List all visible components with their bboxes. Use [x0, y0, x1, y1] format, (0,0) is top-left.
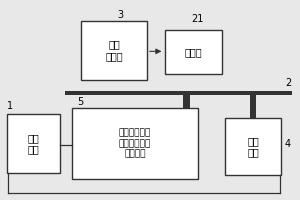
Bar — [165, 30, 222, 74]
Text: 4: 4 — [284, 139, 290, 149]
Text: 21: 21 — [192, 14, 204, 24]
Bar — [65, 91, 292, 95]
Text: 存储
设备: 存储 设备 — [28, 133, 39, 154]
Text: 压电
陶瓷: 压电 陶瓷 — [247, 136, 259, 157]
Bar — [250, 93, 256, 118]
Text: 5: 5 — [77, 97, 83, 107]
Text: 激振器: 激振器 — [184, 47, 202, 57]
Bar — [81, 21, 147, 80]
Text: 3: 3 — [117, 10, 123, 20]
Bar — [72, 108, 198, 179]
Text: 2: 2 — [286, 78, 292, 88]
Text: 待检测的超声
定子与压电陶
瓷复合体: 待检测的超声 定子与压电陶 瓷复合体 — [119, 129, 151, 159]
Bar — [7, 114, 60, 173]
Text: 信号
放大器: 信号 放大器 — [105, 40, 123, 61]
Text: 1: 1 — [7, 101, 13, 111]
Bar — [225, 118, 281, 175]
Bar — [183, 93, 190, 108]
